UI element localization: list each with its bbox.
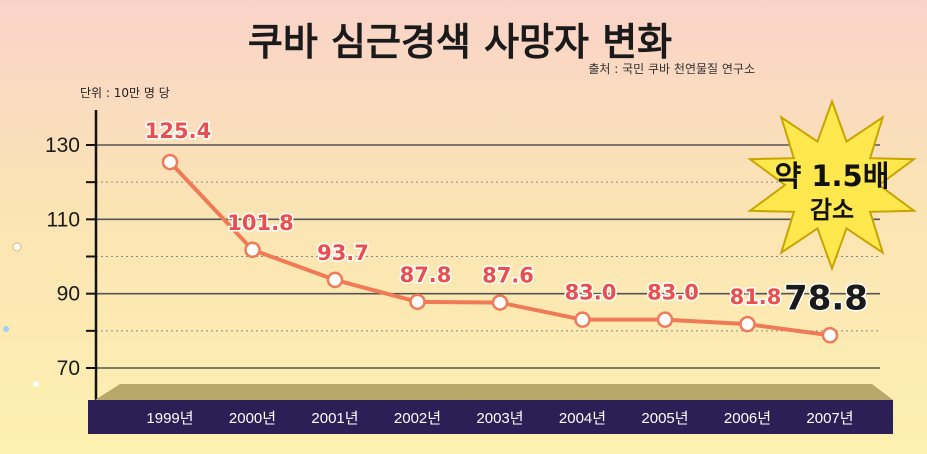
badge-line2: 감소 [810, 196, 854, 224]
data-point [326, 271, 344, 289]
x-axis-band [88, 400, 893, 434]
data-point [821, 327, 839, 344]
data-label: 87.8 [400, 263, 452, 287]
x-tick-label: 2007년 [806, 410, 853, 427]
data-point [739, 315, 756, 333]
data-label: 83.0 [565, 281, 617, 305]
badge-line1: 약 1.5배 [775, 159, 890, 193]
x-tick-label: 2001년 [311, 410, 358, 427]
data-label: 83.0 [647, 281, 699, 305]
data-label: 93.7 [317, 241, 369, 265]
unit-label: 단위 : 10만 명 당 [80, 86, 170, 100]
x-ticks: 1999년 2000년 2001년 2002년 2003년 2004년 2005년 2006년… [146, 410, 853, 427]
x-tick-label: 2000년 [229, 410, 276, 427]
y-ticks: 130 110 90 70 [45, 134, 80, 380]
data-label: 81.8 [730, 285, 782, 309]
data-point [409, 293, 426, 311]
y-tick-label: 70 [57, 357, 80, 380]
sparkles [3, 242, 39, 387]
x-tick-label: 2004년 [559, 410, 606, 427]
chart-floor [95, 384, 893, 400]
chart-source: 출처 : 국민 쿠바 천연물질 연구소 [588, 61, 755, 76]
data-label: 78.8 [784, 278, 868, 318]
data-point [574, 311, 591, 328]
y-tick-label: 110 [47, 208, 80, 231]
data-labels: 125.4 101.8 93.7 87.8 87.6 83.0 83.0 81.8 78.8 [143, 118, 869, 320]
data-point [491, 294, 509, 311]
reduction-badge: 약 1.5배 감소 [747, 98, 917, 272]
data-point [656, 311, 674, 328]
grid-lines [86, 144, 880, 369]
data-label: 125.4 [145, 119, 211, 143]
series-line-group [161, 153, 839, 344]
data-label: 101.8 [227, 211, 293, 235]
star-burst-icon [747, 98, 917, 272]
y-tick-label: 130 [45, 134, 80, 157]
data-label: 87.6 [482, 264, 534, 288]
y-tick-label: 90 [57, 283, 80, 306]
x-tick-label: 1999년 [146, 410, 193, 427]
x-tick-label: 2002년 [394, 410, 441, 427]
data-point [161, 153, 179, 171]
x-tick-label: 2003년 [476, 410, 523, 427]
x-tick-label: 2006년 [724, 410, 771, 427]
data-point [244, 241, 261, 259]
chart-title: 쿠바 심근경색 사망자 변화 [248, 20, 672, 64]
x-tick-label: 2005년 [641, 410, 688, 427]
